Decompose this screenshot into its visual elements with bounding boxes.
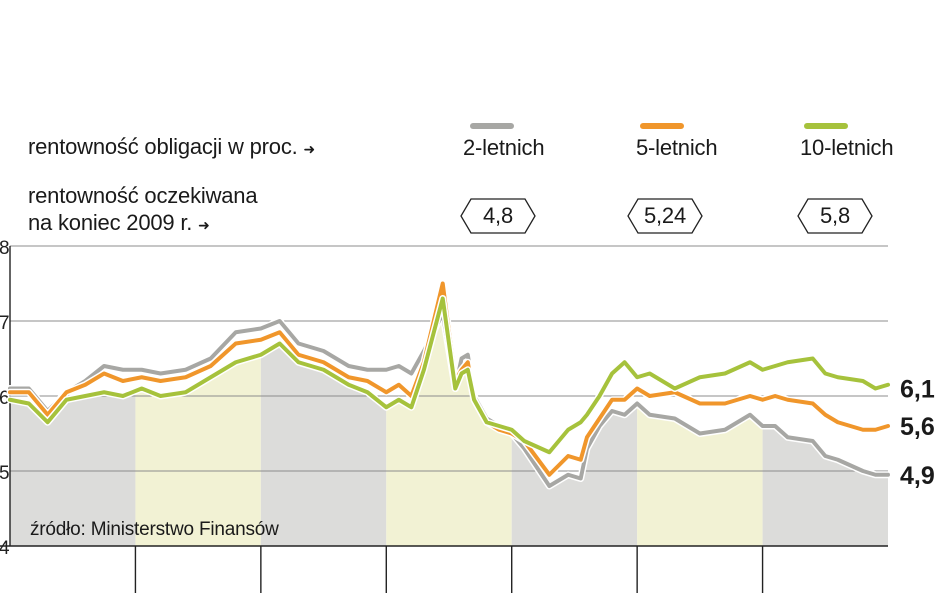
- series-line-2-letnich: [8, 311, 890, 488]
- series-halo: [6, 295, 892, 456]
- expected-label-line1: rentowność oczekiwana: [28, 183, 258, 208]
- series-halo: [6, 280, 892, 479]
- legend-swatch-10y: [804, 123, 848, 129]
- hex-outline-icon: [797, 198, 873, 234]
- quarter-fill: [637, 313, 763, 546]
- expected-value-2y: 4,8: [483, 203, 513, 228]
- quarter-fill: [762, 313, 888, 546]
- expected-value-5y: 5,24: [643, 203, 687, 228]
- quarter-fill: [260, 313, 387, 546]
- quarter-fill: [135, 313, 261, 546]
- legend-swatch-2y: [470, 123, 514, 129]
- expected-badge-5y: 5,24: [626, 197, 704, 235]
- arrow-right-icon: ➜: [303, 141, 315, 157]
- arrow-right-icon: ➜: [198, 217, 210, 233]
- legend-swatch-5y: [640, 123, 684, 129]
- hex-outline-icon: [627, 198, 703, 234]
- y-tick-label: 8: [0, 238, 10, 259]
- quarter-fill: [386, 313, 512, 546]
- series-line-10-letnich: [8, 296, 890, 455]
- series-halo: [6, 310, 892, 490]
- quarter-fill: [511, 313, 638, 546]
- y-tick-label: 7: [0, 313, 10, 334]
- end-value-label: 6,1: [900, 376, 935, 404]
- end-value-label: 5,6: [900, 413, 935, 441]
- expected-value-10y: 5,8: [820, 203, 850, 228]
- legend-label-5y: 5-letnich: [636, 135, 718, 160]
- y-tick-label: 4: [0, 538, 10, 559]
- legend-label-2y: 2-letnich: [463, 135, 545, 160]
- source-note: źródło: Ministerstwo Finansów: [30, 519, 279, 540]
- y-tick-label: 6: [0, 388, 10, 409]
- hex-outline-icon: [460, 198, 536, 234]
- quarter-fill: [10, 313, 136, 546]
- end-value-label: 4,9: [900, 462, 935, 490]
- expected-badge-10y: 5,8: [796, 197, 874, 235]
- legend-label-10y: 10-letnich: [800, 135, 894, 160]
- y-tick-label: 5: [0, 463, 10, 484]
- yield-label: rentowność obligacji w proc. ➜: [28, 134, 315, 159]
- expected-badge-2y: 4,8: [459, 197, 537, 235]
- expected-label-line2: na koniec 2009 r. ➜: [28, 210, 210, 235]
- series-line-5-letnich: [8, 281, 890, 477]
